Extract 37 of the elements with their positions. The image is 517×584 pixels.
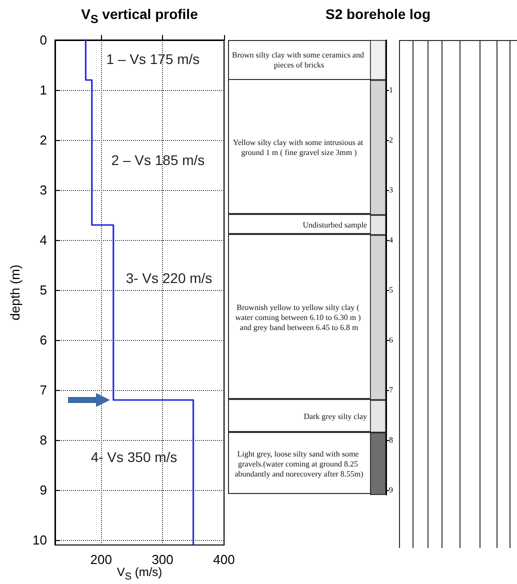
y-tick-label: 4 <box>40 232 47 248</box>
series-label: Brown silty clay with some ceramics and pieces of bricks <box>232 50 366 70</box>
y-tick-label: 8 <box>40 432 47 448</box>
y-tick-label: 7 <box>40 382 47 398</box>
x-axis-title: V$_{S}$ (m/s) <box>116 565 162 582</box>
chart-title: V$_{S}$ vertical profile <box>80 6 199 26</box>
y-tick-label: 5 <box>389 286 393 294</box>
y-tick-label: 0 <box>40 32 47 48</box>
y-tick-label: 7 <box>389 386 393 394</box>
annotation: 4- Vs 350 m/s <box>90 449 178 465</box>
y-tick-label: 6 <box>389 336 393 344</box>
series-label: Undisturbed sample <box>302 220 368 230</box>
y-tick-label: 1 <box>389 86 393 94</box>
series-label: Brownish yellow to yellow silty clay ( water coming between 6.10 to 6.30 m ) and grey band between 6.45 to 6.8 m <box>235 303 363 332</box>
y-tick-label: 2 <box>389 136 393 144</box>
annotation: 3- Vs 220 m/s <box>126 270 212 286</box>
x-tick-label: 300 <box>152 552 174 567</box>
y-tick-label: 4 <box>389 236 393 244</box>
series-label: Light grey, loose silty sand with some gravels.(water coming at ground 8.25 abundantly and norecovery after 8.55m) <box>234 449 364 478</box>
x-tick-label: 200 <box>90 552 112 567</box>
y-tick-label: 2 <box>40 132 47 148</box>
y-tick-label: 3 <box>389 186 393 194</box>
series-label: Dark grey silty clay <box>304 412 367 421</box>
y-tick-label: 8 <box>389 436 393 444</box>
x-tick-label: 400 <box>213 552 235 567</box>
y-tick-label: 5 <box>40 282 47 298</box>
chart-title: S2 borehole log <box>324 6 432 22</box>
y-tick-label: 9 <box>40 482 47 498</box>
y-tick-label: 10 <box>32 532 47 548</box>
y-tick-label: 9 <box>389 486 393 494</box>
y-tick-label: 3 <box>40 182 47 198</box>
y-tick-label: 1 <box>40 82 47 98</box>
annotation: 2 – Vs 185 m/s <box>111 152 205 168</box>
series-label: Yellow silty clay with some intrusious at ground 1 m ( fine gravel size 3mm ) <box>232 138 366 157</box>
y-tick-label: 6 <box>40 332 47 348</box>
y-axis-title: depth (m) <box>8 264 23 320</box>
annotation: 1 – Vs 175 m/s <box>106 51 200 67</box>
